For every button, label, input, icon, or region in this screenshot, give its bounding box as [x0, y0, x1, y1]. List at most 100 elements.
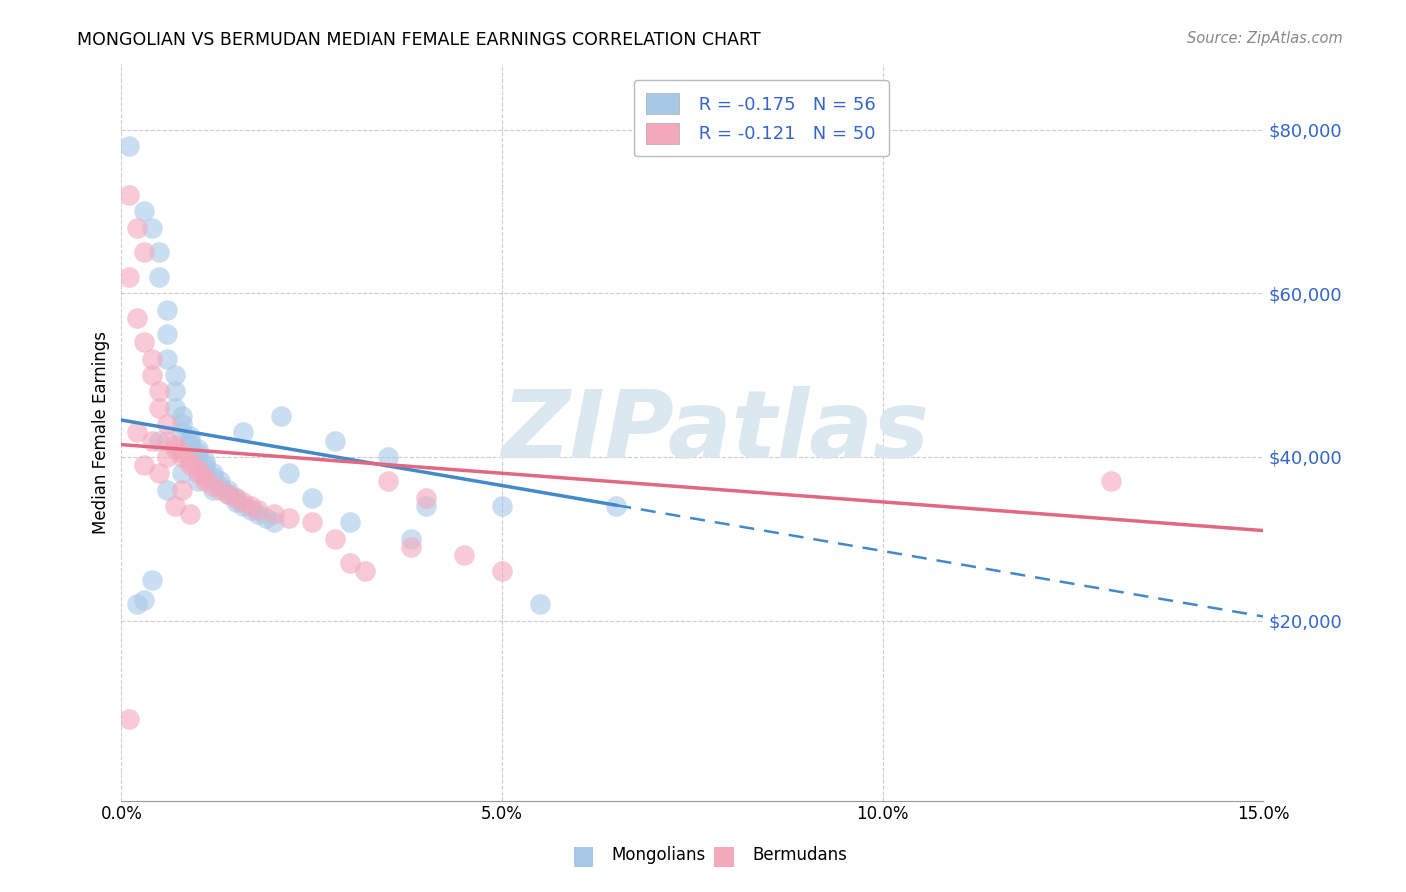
Point [179, 458, 201, 472]
Point [141, 351, 163, 366]
Point [217, 486, 239, 500]
Point [148, 269, 170, 284]
Point [141, 368, 163, 382]
Point [118, 712, 141, 726]
Point [225, 495, 247, 509]
Point [156, 351, 179, 366]
Text: Source: ZipAtlas.com: Source: ZipAtlas.com [1187, 31, 1343, 46]
Point [156, 450, 179, 464]
Point [134, 335, 156, 350]
Point [263, 507, 285, 521]
Point [179, 454, 201, 468]
Point [125, 310, 148, 325]
Point [134, 593, 156, 607]
Point [232, 499, 254, 513]
Point [141, 573, 163, 587]
Point [163, 401, 186, 415]
Point [118, 188, 141, 202]
Point [134, 458, 156, 472]
Point [125, 220, 148, 235]
Point [148, 401, 170, 415]
Point [209, 478, 232, 492]
Text: MONGOLIAN VS BERMUDAN MEDIAN FEMALE EARNINGS CORRELATION CHART: MONGOLIAN VS BERMUDAN MEDIAN FEMALE EARN… [77, 31, 761, 49]
Point [156, 302, 179, 317]
Point [354, 565, 377, 579]
Legend:  R = -0.175   N = 56,  R = -0.121   N = 50: R = -0.175 N = 56, R = -0.121 N = 50 [634, 80, 889, 156]
Point [141, 220, 163, 235]
Point [247, 503, 270, 517]
Point [301, 516, 323, 530]
Point [194, 458, 217, 472]
Point [148, 434, 170, 448]
Point [118, 269, 141, 284]
Point [239, 503, 262, 517]
Point [194, 462, 217, 476]
Point [301, 491, 323, 505]
Point [339, 556, 361, 570]
Point [172, 409, 194, 423]
Point [323, 532, 346, 546]
Point [399, 532, 422, 546]
Text: Bermudans: Bermudans [752, 846, 846, 863]
Point [605, 499, 627, 513]
Point [217, 486, 239, 500]
Point [377, 475, 399, 489]
Point [172, 425, 194, 440]
Point [277, 467, 299, 481]
Point [415, 491, 437, 505]
Point [277, 511, 299, 525]
Point [187, 475, 209, 489]
Point [209, 475, 232, 489]
Point [415, 499, 437, 513]
Point [163, 384, 186, 399]
Text: Mongolians: Mongolians [612, 846, 706, 863]
Point [323, 434, 346, 448]
Point [263, 516, 285, 530]
Point [187, 442, 209, 456]
Point [254, 511, 277, 525]
Point [270, 409, 292, 423]
Point [125, 597, 148, 611]
Point [187, 467, 209, 481]
Y-axis label: Median Female Earnings: Median Female Earnings [93, 331, 110, 533]
Point [134, 204, 156, 219]
Point [187, 446, 209, 460]
Point [339, 516, 361, 530]
Point [148, 384, 170, 399]
Point [187, 462, 209, 476]
Point [194, 475, 217, 489]
Point [179, 507, 201, 521]
Point [156, 417, 179, 432]
Point [1099, 475, 1122, 489]
Point [453, 548, 475, 562]
Text: ZIPatlas: ZIPatlas [501, 386, 929, 478]
Point [187, 450, 209, 464]
Point [377, 450, 399, 464]
Point [232, 495, 254, 509]
Point [156, 434, 179, 448]
Point [148, 245, 170, 260]
Point [179, 437, 201, 451]
Point [194, 454, 217, 468]
Point [156, 327, 179, 342]
Point [201, 483, 224, 497]
Point [201, 470, 224, 484]
Point [118, 139, 141, 153]
Point [194, 470, 217, 484]
Point [148, 467, 170, 481]
Point [163, 368, 186, 382]
Point [163, 442, 186, 456]
Point [201, 467, 224, 481]
Point [239, 499, 262, 513]
Point [217, 483, 239, 497]
Point [247, 507, 270, 521]
Point [399, 540, 422, 554]
Point [232, 425, 254, 440]
Point [163, 437, 186, 451]
Point [172, 417, 194, 432]
Point [225, 491, 247, 505]
Point [179, 429, 201, 443]
Point [201, 478, 224, 492]
Point [179, 434, 201, 448]
Point [172, 467, 194, 481]
